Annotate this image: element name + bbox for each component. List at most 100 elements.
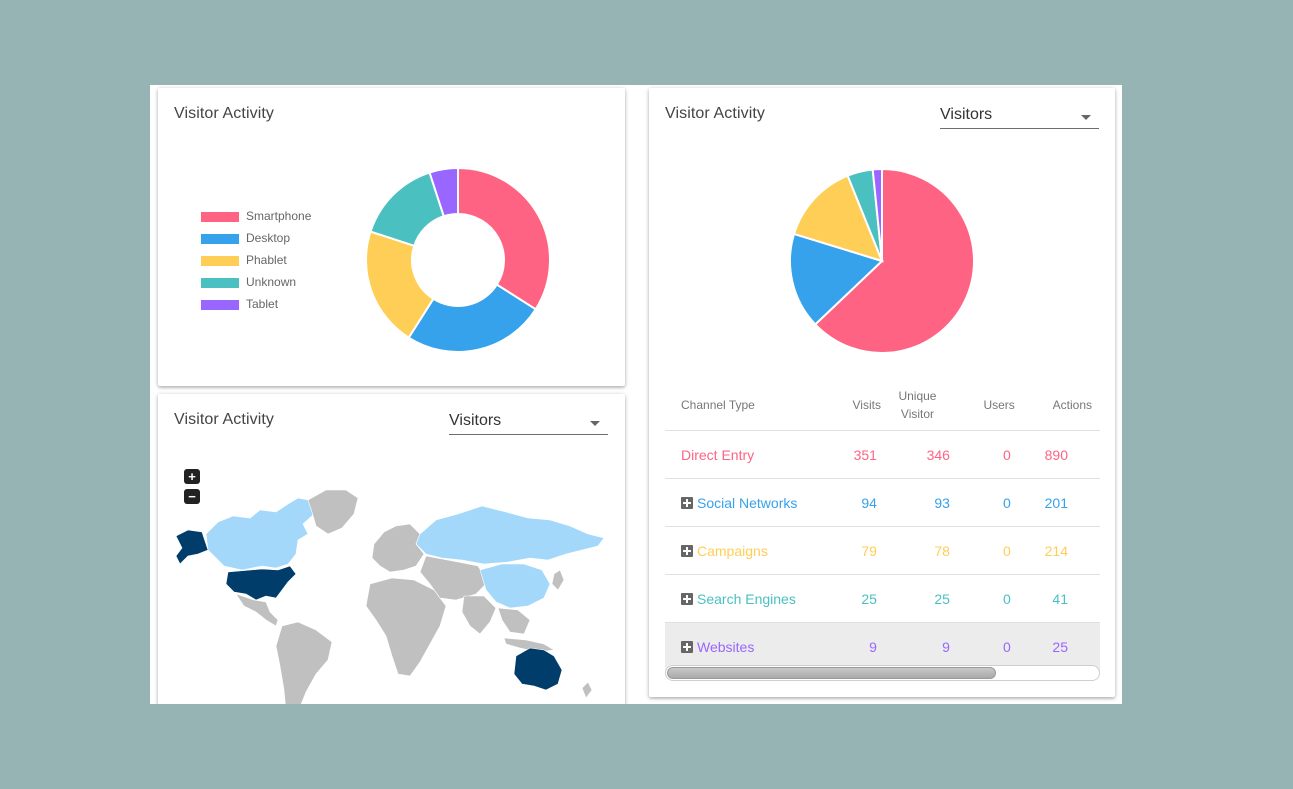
table-row[interactable]: Search Engines 25 25 0 41 (665, 574, 1100, 623)
table-header-row: Channel Type Visits Unique Visitor Users … (665, 380, 1100, 431)
pie-slice-social-networks[interactable] (789, 232, 884, 326)
map-region-canada (205, 497, 319, 571)
select-value: Visitors (449, 412, 502, 429)
expand-plus-icon[interactable] (681, 496, 693, 509)
pie-slice-smartphone[interactable] (457, 166, 551, 311)
cell-users: 0 (953, 478, 1015, 527)
cell-actions: 25 (1014, 622, 1100, 671)
channel-name-cell[interactable]: Social Networks (665, 478, 824, 527)
map-region-australia (513, 647, 563, 691)
legend-label: Phablet (246, 253, 287, 267)
map-region-europe (371, 523, 425, 573)
header-actions[interactable]: Actions (1014, 380, 1100, 431)
cell-visits: 351 (823, 430, 881, 479)
cell-actions: 214 (1014, 526, 1100, 575)
channel-name-cell[interactable]: Campaigns (665, 526, 824, 575)
header-users[interactable]: Users (953, 380, 1015, 431)
cell-visits: 94 (823, 478, 881, 527)
pie-slice-websites[interactable] (871, 167, 883, 262)
expand-plus-icon[interactable] (681, 592, 693, 605)
legend-swatch (201, 300, 239, 310)
pie-slice-phablet[interactable] (365, 230, 435, 340)
expand-plus-icon[interactable] (681, 544, 693, 557)
map-region-south-asia (461, 595, 531, 635)
cell-actions: 201 (1014, 478, 1100, 527)
cell-visits: 9 (823, 622, 881, 671)
device-doughnut-chart (365, 166, 551, 353)
cell-users: 0 (953, 430, 1015, 479)
channel-table-body: Direct Entry 351 346 0 890 Social Networks 94 9… (665, 430, 1100, 671)
channel-pie-chart (789, 167, 975, 354)
visitor-activity-channel-card: Visitor Activity Visitors Channel Type V… (649, 88, 1115, 697)
pie-slice-desktop[interactable] (407, 283, 538, 353)
visitor-activity-doughnut-card: Visitor Activity Smartphone Desktop Phable… (158, 88, 625, 386)
channel-name: Direct Entry (681, 446, 755, 463)
cell-visits: 25 (823, 574, 881, 623)
cell-unique: 9 (880, 622, 954, 671)
visitor-activity-map-card: Visitor Activity Visitors + − (158, 394, 625, 704)
channel-name: Search Engines (697, 590, 796, 607)
channel-table: Channel Type Visits Unique Visitor Users … (665, 380, 1100, 671)
cell-unique: 25 (880, 574, 954, 623)
pie-slice-tablet[interactable] (428, 166, 459, 218)
chevron-down-icon (1081, 115, 1091, 120)
horizontal-scrollbar[interactable] (665, 665, 1100, 681)
map-region-central-america (235, 593, 279, 627)
cell-actions: 41 (1014, 574, 1100, 623)
visitors-select[interactable]: Visitors (449, 408, 608, 435)
legend-swatch (201, 256, 239, 266)
table-row[interactable]: Direct Entry 351 346 0 890 (665, 430, 1100, 479)
expand-plus-icon[interactable] (681, 640, 693, 653)
zoom-out-button[interactable]: − (184, 489, 200, 504)
channel-name-cell[interactable]: Direct Entry (665, 430, 824, 479)
header-unique-visitor-label: Unique Visitor (898, 389, 937, 421)
legend-label: Smartphone (246, 209, 312, 223)
map-region-south-america (275, 621, 333, 704)
legend-label: Unknown (246, 275, 297, 289)
cell-actions: 890 (1014, 430, 1100, 479)
channel-name: Websites (697, 638, 755, 655)
table-row[interactable]: Websites 9 9 0 25 (665, 622, 1100, 671)
visitors-select[interactable]: Visitors (940, 102, 1099, 129)
legend-label: Desktop (246, 231, 291, 245)
dashboard-panel: Visitor Activity Smartphone Desktop Phable… (150, 85, 1122, 704)
cell-users: 0 (953, 574, 1015, 623)
header-channel-type[interactable]: Channel Type (665, 380, 824, 431)
channel-name: Social Networks (697, 494, 798, 511)
pie-slice-direct-entry[interactable] (813, 167, 975, 354)
card-title: Visitor Activity (174, 105, 274, 122)
zoom-in-button[interactable]: + (184, 469, 200, 484)
cell-users: 0 (953, 622, 1015, 671)
header-visits[interactable]: Visits (823, 380, 881, 431)
cell-unique: 93 (880, 478, 954, 527)
chevron-down-icon (590, 421, 600, 426)
map-region-africa (365, 577, 447, 677)
world-map[interactable] (158, 394, 625, 704)
select-value: Visitors (940, 106, 993, 123)
cell-visits: 79 (823, 526, 881, 575)
card-title: Visitor Activity (665, 105, 765, 122)
card-title: Visitor Activity (174, 411, 274, 428)
legend-label: Tablet (246, 297, 279, 311)
table-row[interactable]: Campaigns 79 78 0 214 (665, 526, 1100, 575)
map-region-russia (415, 505, 605, 565)
channel-name: Campaigns (697, 542, 768, 559)
channel-name-cell[interactable]: Search Engines (665, 574, 824, 623)
legend-swatch (201, 278, 239, 288)
map-region-alaska (175, 529, 209, 565)
cell-unique: 78 (880, 526, 954, 575)
header-unique-visitor[interactable]: Unique Visitor (880, 380, 954, 431)
pie-slice-campaigns[interactable] (792, 174, 884, 263)
legend-swatch (201, 234, 239, 244)
table-row[interactable]: Social Networks 94 93 0 201 (665, 478, 1100, 527)
cell-users: 0 (953, 526, 1015, 575)
map-region-greenland (307, 489, 359, 535)
map-region-japan (551, 569, 565, 591)
cell-unique: 346 (880, 430, 954, 479)
scrollbar-thumb[interactable] (667, 667, 996, 679)
map-region-new-zealand (581, 681, 593, 699)
map-region-usa (225, 565, 297, 601)
legend-swatch (201, 212, 239, 222)
map-region-china (479, 563, 551, 609)
channel-name-cell[interactable]: Websites (665, 622, 824, 671)
